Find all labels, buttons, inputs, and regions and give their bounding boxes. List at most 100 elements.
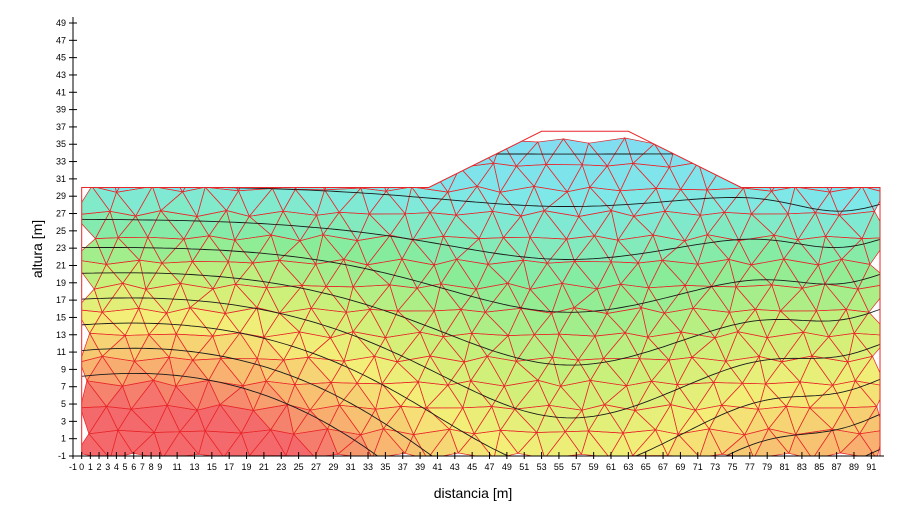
- y-tick-label: 5: [61, 399, 66, 409]
- mesh-triangle: [221, 137, 251, 167]
- y-tick-label: 39: [56, 105, 66, 115]
- x-axis-title: distancia [m]: [434, 485, 513, 501]
- y-tick-label: 31: [56, 174, 66, 184]
- field-cell: [131, 164, 165, 187]
- field-cell: [766, 138, 798, 169]
- mesh-triangle: [810, 141, 843, 168]
- mesh-triangle: [381, 138, 416, 169]
- field-cell: [337, 161, 375, 189]
- x-tick-label: 3: [105, 462, 110, 472]
- contour-line: [81, 322, 880, 457]
- x-tick-label: 13: [189, 462, 199, 472]
- x-tick-label: 61: [606, 462, 616, 472]
- mesh-triangle: [858, 405, 880, 435]
- mesh-triangle: [720, 137, 757, 169]
- mesh-triangle: [81, 162, 110, 187]
- mesh-triangle: [360, 161, 387, 192]
- field-cell: [414, 138, 451, 163]
- x-tick-label: 73: [710, 462, 720, 472]
- mesh-triangle: [742, 161, 773, 192]
- mesh-triangle: [108, 139, 133, 167]
- field-cell: [381, 138, 416, 169]
- x-tick-label: 59: [589, 462, 599, 472]
- mesh-triangle: [241, 137, 270, 165]
- mesh-triangle: [205, 137, 244, 167]
- mesh-triangle: [403, 138, 427, 169]
- mesh-triangle: [130, 164, 165, 187]
- field-cell: [743, 137, 768, 163]
- mesh-triangle: [198, 164, 223, 188]
- x-tick-label: 57: [571, 462, 581, 472]
- field-cell: [857, 139, 880, 164]
- field-cell: [360, 161, 387, 192]
- mesh-triangle: [359, 137, 383, 163]
- axes: -113579111315171921232527293133353739414…: [56, 17, 884, 472]
- x-tick-label: 55: [554, 462, 564, 472]
- x-tick-label: 5: [123, 462, 128, 472]
- field-cell: [841, 162, 879, 187]
- x-tick-label: 25: [294, 462, 304, 472]
- domain-outline: [81, 130, 881, 457]
- x-tick-label: 83: [797, 462, 807, 472]
- y-tick-label: 17: [56, 295, 66, 305]
- x-tick-label: 77: [745, 462, 755, 472]
- mesh-triangle: [743, 137, 768, 163]
- field-cell: [268, 137, 294, 168]
- y-tick-label: 11: [57, 347, 66, 357]
- field-cell: [337, 137, 375, 169]
- mesh-triangle: [249, 162, 288, 189]
- mesh-triangle: [414, 138, 451, 163]
- field-cell: [755, 142, 790, 169]
- field-cell: [130, 141, 165, 167]
- mesh-triangle: [312, 161, 339, 191]
- x-tick-label: 39: [415, 462, 425, 472]
- x-tick-label: 29: [328, 462, 338, 472]
- mesh-triangle: [710, 137, 746, 169]
- x-tick-label: 21: [259, 462, 269, 472]
- y-tick-label: 33: [56, 157, 66, 167]
- y-tick-label: 1: [61, 434, 66, 444]
- x-tick-label: 43: [450, 462, 460, 472]
- mesh-triangle: [81, 139, 110, 168]
- field-cell: [312, 143, 339, 169]
- mesh-triangle: [766, 138, 798, 169]
- field-cell: [198, 164, 223, 188]
- field-cell: [312, 161, 339, 191]
- x-tick-label: 91: [866, 462, 876, 472]
- field-cell: [697, 143, 722, 169]
- x-tick-label: 2: [97, 462, 102, 472]
- mesh-triangle: [403, 161, 428, 188]
- field-cell: [81, 140, 110, 168]
- y-tick-label: 15: [56, 312, 66, 322]
- contour-line: [81, 347, 880, 457]
- x-tick-label: 41: [432, 462, 442, 472]
- field-cell: [787, 138, 812, 169]
- field-cell: [796, 138, 834, 163]
- field-cell: [359, 137, 383, 163]
- x-tick-label: 71: [693, 462, 703, 472]
- mesh-triangle: [119, 139, 156, 167]
- field-cell: [449, 140, 473, 169]
- y-tick-label: 9: [61, 364, 66, 374]
- x-tick-label: 7: [140, 462, 145, 472]
- field-cell: [755, 161, 789, 192]
- field-cell: [154, 138, 179, 166]
- field-cell: [403, 138, 427, 169]
- field-cell: [163, 138, 200, 166]
- x-tick-label: 11: [172, 462, 181, 472]
- x-tick-label: 9: [157, 462, 162, 472]
- field-cell: [292, 137, 330, 163]
- mesh-triangle: [154, 138, 179, 166]
- mesh-triangle: [373, 161, 405, 192]
- field-cell: [324, 167, 362, 191]
- y-tick-label: 29: [56, 191, 66, 201]
- field-cell: [841, 140, 878, 168]
- mesh-triangle: [841, 140, 879, 168]
- x-tick-label: 69: [675, 462, 685, 472]
- y-tick-label: 43: [56, 70, 66, 80]
- mesh-triangle: [286, 137, 314, 168]
- value-field: [81, 137, 880, 457]
- mesh-triangle: [130, 141, 165, 167]
- field-cell: [249, 163, 288, 189]
- y-tick-label: 7: [61, 382, 66, 392]
